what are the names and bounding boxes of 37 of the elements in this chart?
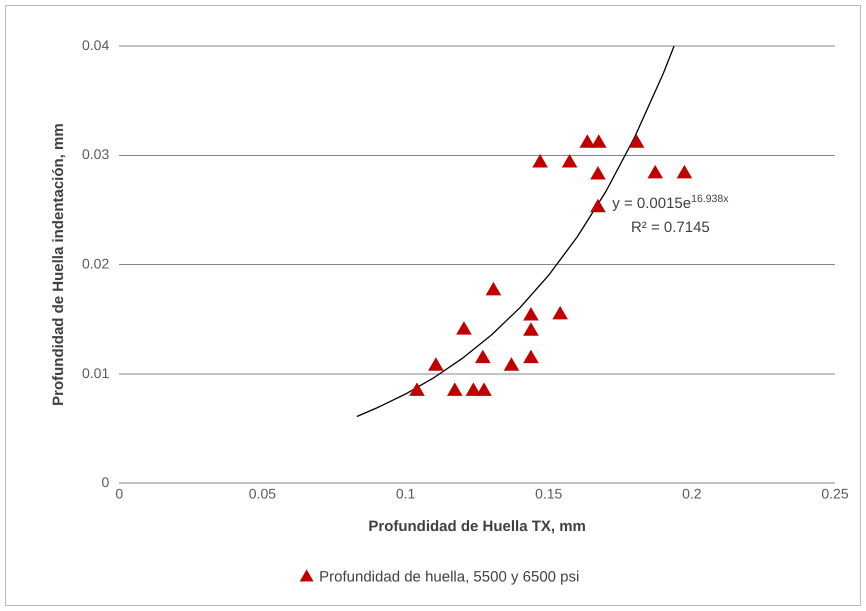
x-tick-label: 0.1	[396, 485, 416, 502]
x-tick-label: 0.15	[535, 485, 563, 502]
point	[486, 282, 501, 296]
y-axis-title: Profundidad de Huella indentación, mm	[50, 123, 68, 406]
point	[590, 199, 606, 212]
point	[466, 382, 481, 396]
point	[428, 358, 444, 371]
point	[676, 165, 692, 178]
x-tick-label: 0.2	[682, 485, 702, 502]
point	[532, 154, 548, 168]
point	[447, 382, 462, 396]
point	[504, 358, 519, 371]
point	[456, 322, 472, 335]
point	[590, 166, 606, 180]
point	[552, 306, 568, 320]
x-axis-title: Profundidad de Huella TX, mm	[368, 518, 586, 536]
point	[562, 154, 578, 168]
point	[476, 382, 492, 396]
point	[524, 322, 538, 336]
y-tick-label: 0.04	[82, 36, 110, 53]
y-tick-label: 0	[101, 474, 110, 490]
point	[524, 350, 538, 364]
point	[580, 134, 595, 148]
x-tick-label: 0.25	[821, 485, 849, 502]
y-tick-label: 0.02	[82, 255, 110, 272]
point	[410, 382, 424, 396]
point	[648, 165, 663, 178]
y-tick-label: 0.01	[82, 364, 110, 381]
annotation: R² = 0.7145	[630, 218, 710, 236]
point	[591, 134, 606, 148]
y-tick-label: 0.03	[82, 146, 110, 162]
point	[524, 307, 538, 320]
point	[475, 350, 490, 364]
point	[629, 134, 644, 148]
x-tick-label: 0	[115, 485, 124, 502]
x-tick-label: 0.05	[248, 485, 276, 502]
legend-label: Profundidad de huella, 5500 y 6500 psi	[319, 568, 580, 586]
